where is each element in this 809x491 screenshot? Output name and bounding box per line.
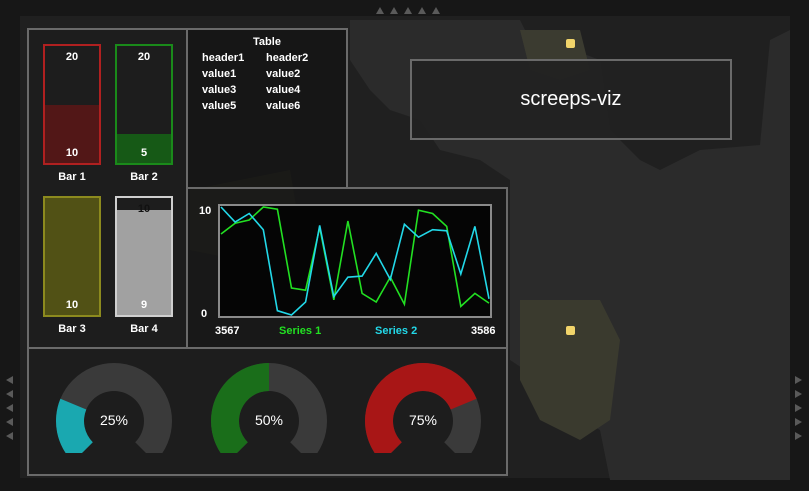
legend-series-1: Series 1	[279, 325, 321, 337]
x-tick-label-end: 3586	[471, 325, 495, 337]
bar-2-max: 20	[137, 51, 151, 63]
table-cell: value1	[202, 68, 237, 80]
line-chart: 10 0 3567 3586 Series 1 Series 2	[199, 204, 495, 337]
bar-4: 10 9	[115, 196, 173, 317]
table-row: value3 value4	[202, 82, 332, 98]
table-header-row: header1 header2	[202, 50, 332, 66]
app-title: screeps-viz	[520, 88, 622, 110]
series-1-line	[220, 206, 490, 308]
y-tick-label-bottom: 0	[201, 308, 207, 320]
exit-indicator-left	[6, 376, 13, 440]
source-icon	[566, 39, 575, 48]
bar-3-value: 10	[65, 299, 79, 311]
table-cell: value5	[202, 100, 237, 112]
table-row: value1 value2	[202, 66, 332, 82]
gauge-3	[365, 363, 481, 453]
bar-4-fill	[117, 209, 171, 315]
table-row: value5 value6	[202, 98, 332, 114]
gauges-panel: 25% 50% 75%	[27, 347, 508, 476]
line-chart-panel: 10 0 3567 3586 Series 1 Series 2	[186, 187, 508, 349]
bar-1-max: 20	[65, 51, 79, 63]
bar-1-label: Bar 1	[58, 171, 86, 183]
bar-1-value: 10	[65, 147, 79, 159]
table-panel: Table header1 header2 value1 value2 valu…	[186, 28, 348, 189]
bar-1-fill	[45, 104, 99, 163]
bar-1: 20 10	[43, 44, 101, 165]
exit-indicator-top	[376, 7, 440, 14]
gauge-2-label: 50%	[254, 412, 284, 428]
legend-series-2: Series 2	[375, 325, 417, 337]
table-cell: value3	[202, 84, 237, 96]
bar-4-value: 9	[140, 299, 148, 311]
bars-panel: 20 10 Bar 1 20 5 Bar 2 10 Bar 3 10 9 Bar…	[27, 28, 188, 349]
bar-2-label: Bar 2	[130, 171, 158, 183]
table-title: Table	[253, 36, 281, 48]
gauge-1-label: 25%	[99, 412, 129, 428]
table-header: header1	[202, 52, 245, 64]
bar-2-value: 5	[140, 147, 148, 159]
gauge-3-label: 75%	[408, 412, 438, 428]
source-icon	[566, 326, 575, 335]
gauge-3-fill	[365, 363, 477, 453]
bar-3-fill	[45, 198, 99, 315]
bar-4-max: 10	[137, 203, 151, 215]
bar-2: 20 5	[115, 44, 173, 165]
series-2-line	[220, 206, 490, 316]
gauge-1-fill	[56, 398, 93, 453]
table-cell: value4	[266, 84, 301, 96]
y-tick-label-top: 10	[199, 205, 211, 217]
gauge-2-fill	[211, 363, 269, 453]
bar-4-label: Bar 4	[130, 323, 158, 335]
table-cell: value2	[266, 68, 301, 80]
exit-indicator-right	[795, 376, 802, 440]
table-cell: value6	[266, 100, 301, 112]
bar-2-fill	[117, 133, 171, 163]
table-header: header2	[266, 52, 309, 64]
x-tick-label-start: 3567	[215, 325, 239, 337]
bar-3: 10	[43, 196, 101, 317]
gauge-2	[211, 363, 327, 453]
title-panel: screeps-viz	[410, 59, 732, 140]
data-table: Table header1 header2 value1 value2 valu…	[202, 36, 332, 114]
bar-3-label: Bar 3	[58, 323, 86, 335]
gauge-1	[56, 363, 172, 453]
